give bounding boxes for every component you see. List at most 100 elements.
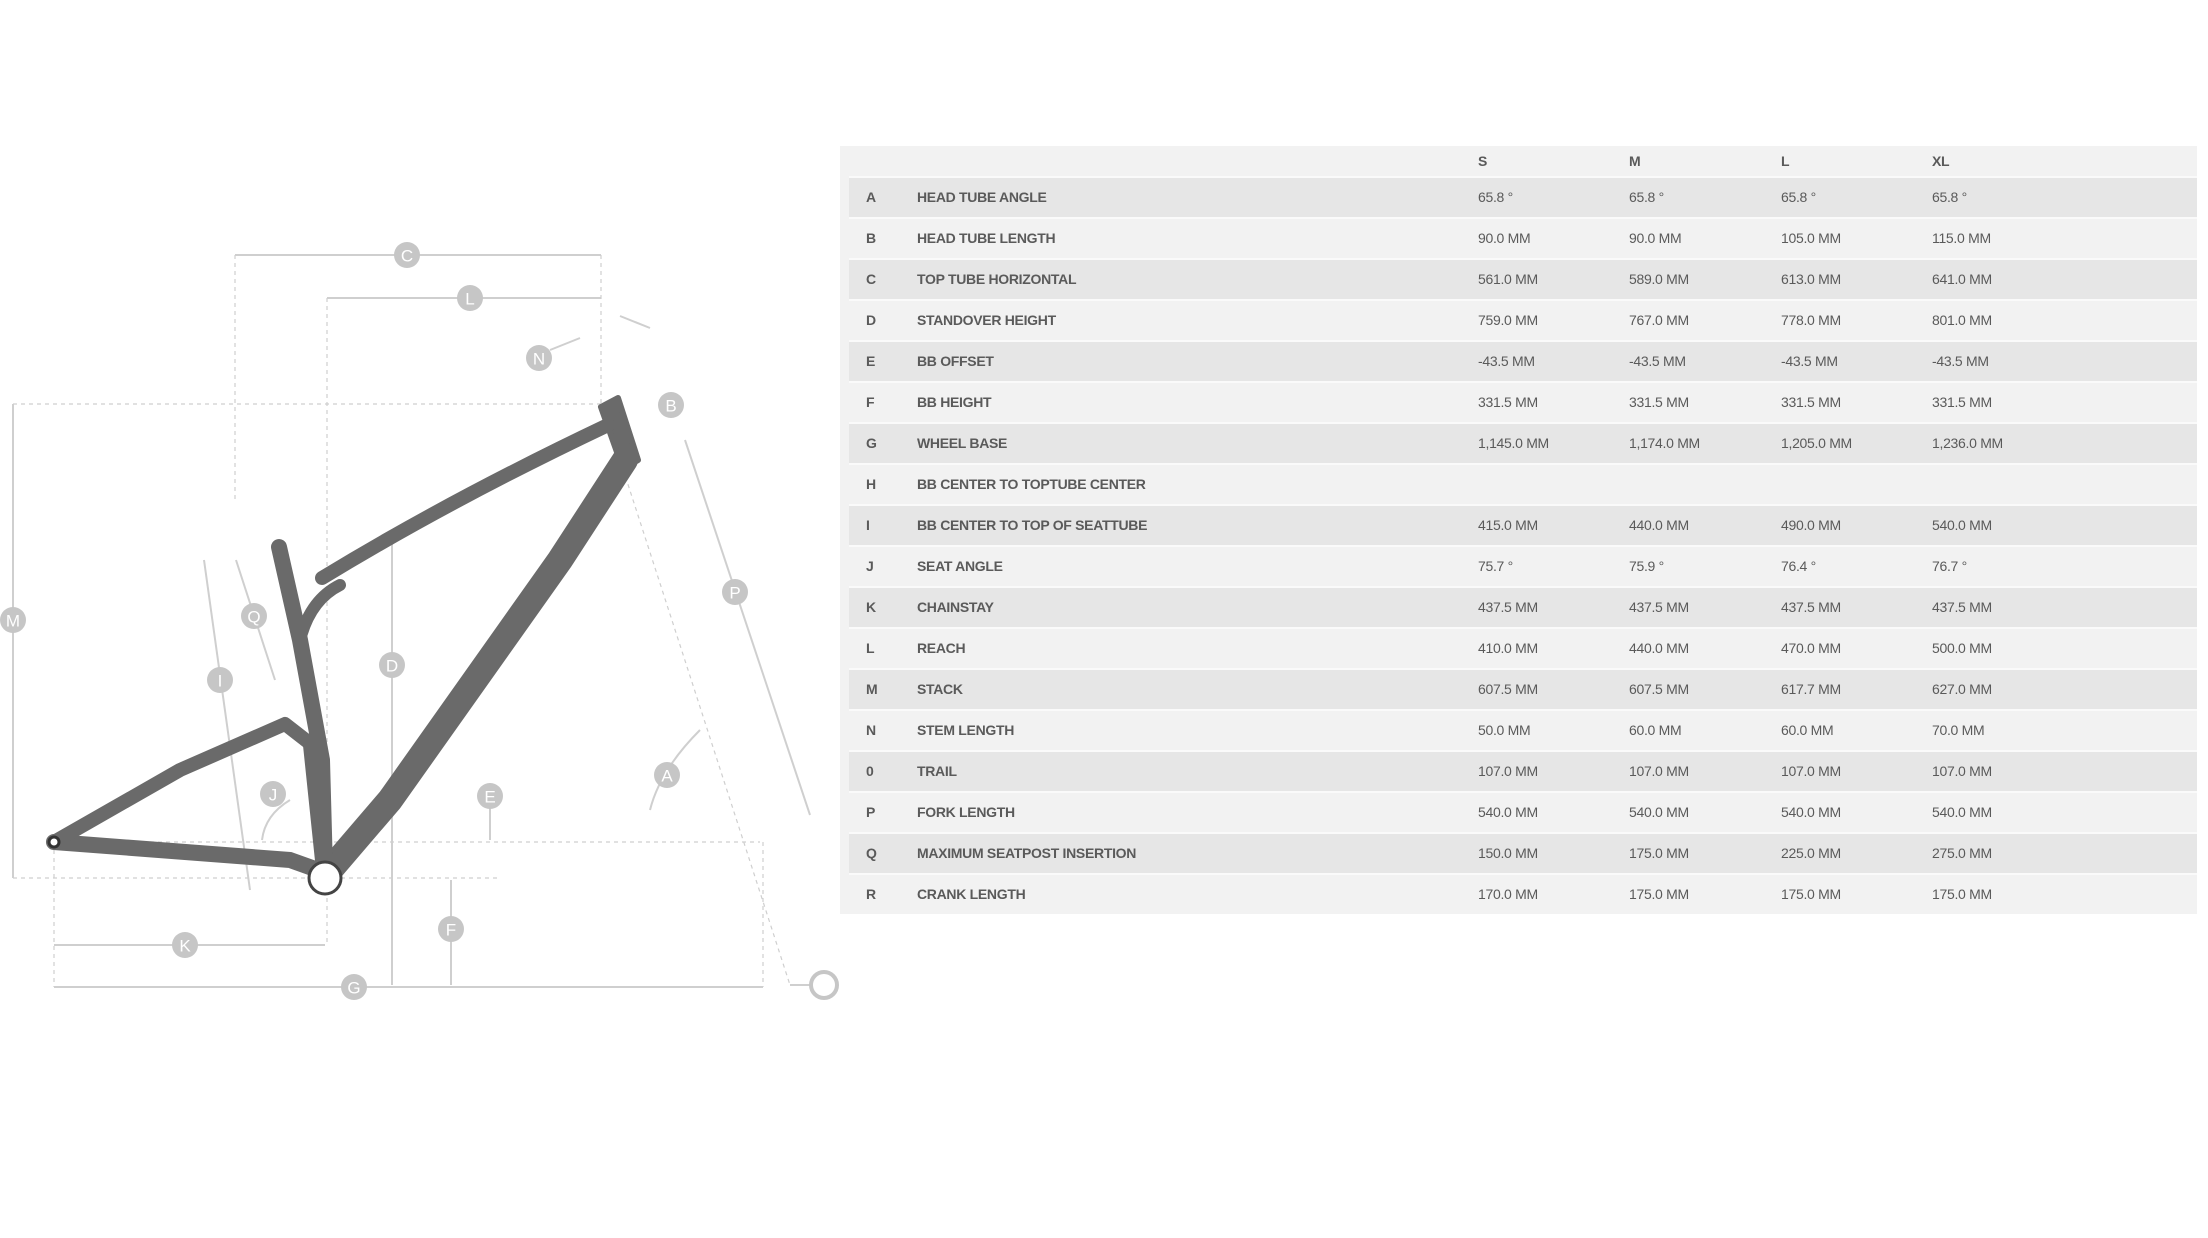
svg-text:L: L bbox=[465, 290, 474, 309]
value-l: 1,205.0 MM bbox=[1781, 435, 1852, 451]
value-s: 1,145.0 MM bbox=[1478, 435, 1549, 451]
value-xl: 437.5 MM bbox=[1932, 599, 1992, 615]
dimension-label-j: J bbox=[260, 781, 286, 807]
bike-frame bbox=[46, 395, 641, 883]
value-l: 617.7 MM bbox=[1781, 681, 1841, 697]
value-s: 561.0 MM bbox=[1478, 271, 1538, 287]
svg-text:N: N bbox=[533, 350, 545, 369]
value-l: 107.0 MM bbox=[1781, 763, 1841, 779]
value-m: 75.9 ° bbox=[1629, 558, 1664, 574]
table-row: K CHAINSTAY 437.5 MM 437.5 MM 437.5 MM 437.5 … bbox=[849, 586, 2197, 627]
row-name: FORK LENGTH bbox=[917, 804, 1015, 820]
svg-text:J: J bbox=[269, 786, 278, 805]
row-name: STANDOVER HEIGHT bbox=[917, 312, 1056, 328]
value-s: 107.0 MM bbox=[1478, 763, 1538, 779]
table-row: D STANDOVER HEIGHT 759.0 MM 767.0 MM 778.0 M… bbox=[849, 299, 2197, 340]
table-row: Q MAXIMUM SEATPOST INSERTION 150.0 MM 175.0… bbox=[849, 832, 2197, 873]
row-name: SEAT ANGLE bbox=[917, 558, 1003, 574]
svg-text:G: G bbox=[347, 979, 360, 998]
row-name: TRAIL bbox=[917, 763, 957, 779]
svg-text:F: F bbox=[446, 921, 456, 940]
table-row: F BB HEIGHT 331.5 MM 331.5 MM 331.5 MM 331.5 … bbox=[849, 381, 2197, 422]
table-row: N STEM LENGTH 50.0 MM 60.0 MM 60.0 MM 70.0 MM bbox=[849, 709, 2197, 750]
value-s: 540.0 MM bbox=[1478, 804, 1538, 820]
table-row: M STACK 607.5 MM 607.5 MM 617.7 MM 627.0 MM bbox=[849, 668, 2197, 709]
value-m: 65.8 ° bbox=[1629, 189, 1664, 205]
svg-text:P: P bbox=[729, 584, 740, 603]
dimension-label-q: Q bbox=[241, 603, 267, 629]
row-key: B bbox=[866, 230, 876, 246]
svg-text:E: E bbox=[484, 788, 495, 807]
value-m: 440.0 MM bbox=[1629, 517, 1689, 533]
svg-text:Q: Q bbox=[247, 608, 260, 627]
table-row: I BB CENTER TO TOP OF SEATTUBE 415.0 MM 440… bbox=[849, 504, 2197, 545]
table-row: C TOP TUBE HORIZONTAL 561.0 MM 589.0 MM 613.… bbox=[849, 258, 2197, 299]
dimension-label-e: E bbox=[477, 783, 503, 809]
row-name: STACK bbox=[917, 681, 963, 697]
svg-text:D: D bbox=[386, 657, 398, 676]
value-l: -43.5 MM bbox=[1781, 353, 1838, 369]
column-header-l: L bbox=[1781, 153, 1790, 169]
row-name: BB CENTER TO TOP OF SEATTUBE bbox=[917, 517, 1148, 533]
row-key: P bbox=[866, 804, 876, 820]
value-m: 90.0 MM bbox=[1629, 230, 1682, 246]
value-s: 415.0 MM bbox=[1478, 517, 1538, 533]
value-s: 75.7 ° bbox=[1478, 558, 1513, 574]
value-xl: 801.0 MM bbox=[1932, 312, 1992, 328]
row-name: MAXIMUM SEATPOST INSERTION bbox=[917, 845, 1137, 861]
column-header-s: S bbox=[1478, 153, 1488, 169]
row-key: J bbox=[866, 558, 874, 574]
value-xl: 500.0 MM bbox=[1932, 640, 1992, 656]
row-name: CRANK LENGTH bbox=[917, 886, 1026, 902]
svg-text:O: O bbox=[817, 977, 830, 996]
row-key: L bbox=[866, 640, 875, 656]
value-s: 150.0 MM bbox=[1478, 845, 1538, 861]
geometry-table: S M L XL A HEAD TUBE ANGLE 65.8 ° 65.8 ° 65.… bbox=[840, 146, 2197, 914]
value-m: 1,174.0 MM bbox=[1629, 435, 1700, 451]
value-m: 60.0 MM bbox=[1629, 722, 1682, 738]
column-header-xl: XL bbox=[1932, 153, 1950, 169]
dimension-label-b: B bbox=[658, 392, 684, 418]
row-key: K bbox=[866, 599, 876, 615]
value-s: 65.8 ° bbox=[1478, 189, 1513, 205]
table-row: 0 TRAIL 107.0 MM 107.0 MM 107.0 MM 107.0 MM bbox=[849, 750, 2197, 791]
value-xl: 65.8 ° bbox=[1932, 189, 1967, 205]
dimension-label-o: O bbox=[809, 970, 839, 1000]
row-name: STEM LENGTH bbox=[917, 722, 1015, 738]
value-s: 90.0 MM bbox=[1478, 230, 1531, 246]
value-l: 60.0 MM bbox=[1781, 722, 1834, 738]
value-m: 331.5 MM bbox=[1629, 394, 1689, 410]
dimension-label-a: A bbox=[654, 762, 680, 788]
dimension-label-p: P bbox=[722, 579, 748, 605]
row-name: BB CENTER TO TOPTUBE CENTER bbox=[917, 476, 1146, 492]
value-l: 331.5 MM bbox=[1781, 394, 1841, 410]
row-key: A bbox=[866, 189, 876, 205]
table-row: G WHEEL BASE 1,145.0 MM 1,174.0 MM 1,205.0 M… bbox=[849, 422, 2197, 463]
table-row: H BB CENTER TO TOPTUBE CENTER bbox=[849, 463, 2197, 504]
value-xl: 107.0 MM bbox=[1932, 763, 1992, 779]
value-s: 50.0 MM bbox=[1478, 722, 1531, 738]
value-xl: 175.0 MM bbox=[1932, 886, 1992, 902]
row-key: R bbox=[866, 886, 876, 902]
dimension-label-f: F bbox=[438, 916, 464, 942]
dimension-label-i: I bbox=[207, 667, 233, 693]
row-key: N bbox=[866, 722, 876, 738]
value-xl: 540.0 MM bbox=[1932, 517, 1992, 533]
dimension-label-k: K bbox=[172, 932, 198, 958]
svg-text:I: I bbox=[218, 672, 223, 691]
table-row: J SEAT ANGLE 75.7 ° 75.9 ° 76.4 ° 76.7 ° bbox=[849, 545, 2197, 586]
table-header: S M L XL bbox=[840, 146, 2197, 176]
value-s: 410.0 MM bbox=[1478, 640, 1538, 656]
value-s: 607.5 MM bbox=[1478, 681, 1538, 697]
value-s: 759.0 MM bbox=[1478, 312, 1538, 328]
row-name: CHAINSTAY bbox=[917, 599, 994, 615]
value-l: 613.0 MM bbox=[1781, 271, 1841, 287]
dimension-label-d: D bbox=[379, 652, 405, 678]
column-header-m: M bbox=[1629, 153, 1641, 169]
svg-text:M: M bbox=[6, 612, 20, 631]
value-s: 331.5 MM bbox=[1478, 394, 1538, 410]
value-l: 778.0 MM bbox=[1781, 312, 1841, 328]
row-name: HEAD TUBE ANGLE bbox=[917, 189, 1047, 205]
row-key: Q bbox=[866, 845, 877, 861]
svg-text:A: A bbox=[661, 767, 673, 786]
